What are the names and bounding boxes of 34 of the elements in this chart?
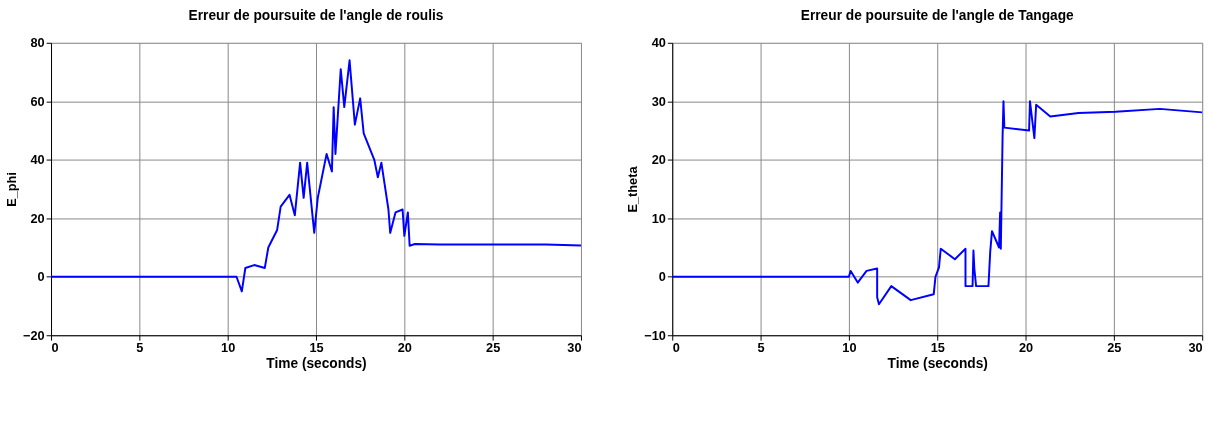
chart-title: Erreur de poursuite de l'angle de roulis	[188, 8, 444, 24]
y-tick-label: 0	[658, 269, 666, 285]
y-axis-title: E_theta	[625, 165, 641, 213]
y-tick-label: 30	[651, 93, 666, 109]
x-axis-title: Time (seconds)	[887, 356, 988, 372]
y-tick-label: 40	[651, 35, 666, 51]
y-tick-label: 20	[651, 152, 666, 168]
x-tick-label: 20	[1018, 340, 1034, 356]
y-tick-label: 20	[30, 210, 45, 226]
y-tick-label: −20	[23, 327, 45, 343]
line-series	[51, 59, 581, 293]
y-tick-label: 10	[651, 210, 666, 226]
y-axis-title: E_phi	[4, 172, 20, 207]
x-tick-label: 5	[136, 340, 144, 356]
x-tick-label: 15	[309, 340, 324, 356]
x-tick-label: 0	[51, 340, 59, 356]
x-tick-label: 10	[221, 340, 236, 356]
x-tick-label: 0	[672, 340, 680, 356]
chart-title: Erreur de poursuite de l'angle de Tangage	[800, 8, 1075, 24]
line-series	[672, 100, 1203, 306]
x-tick-label: 20	[397, 340, 412, 356]
y-tick-label: 60	[30, 93, 45, 109]
x-tick-label: 10	[842, 340, 857, 356]
x-tick-label: 30	[567, 340, 582, 356]
x-tick-label: 5	[757, 340, 765, 356]
y-tick-label: 0	[37, 269, 45, 285]
x-tick-label: 25	[486, 340, 501, 356]
x-axis-title: Time (seconds)	[266, 356, 367, 372]
y-tick-label: 40	[30, 152, 45, 168]
y-tick-label: 80	[30, 35, 45, 51]
y-tick-label: −10	[644, 327, 666, 343]
x-tick-label: 30	[1188, 340, 1203, 356]
x-tick-label: 15	[930, 340, 945, 356]
x-tick-label: 25	[1107, 340, 1122, 356]
